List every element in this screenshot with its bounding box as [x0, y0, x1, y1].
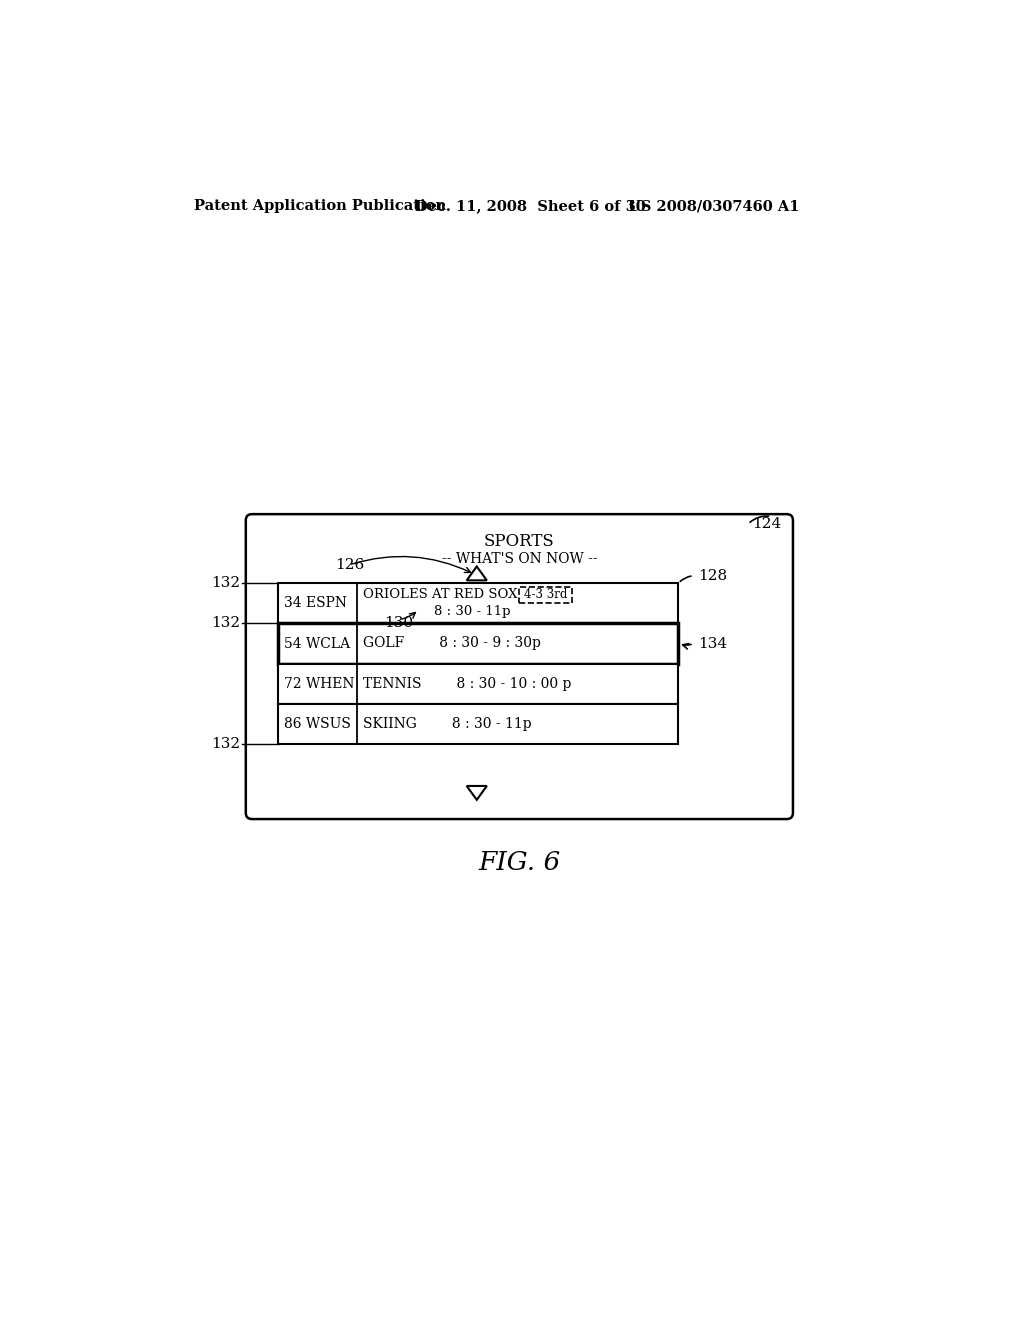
Text: FIG. 6: FIG. 6 [478, 850, 560, 875]
Bar [519, 587, 572, 603]
Text: 54 WCLA: 54 WCLA [284, 636, 350, 651]
Text: 132: 132 [211, 616, 241, 631]
Text: TENNIS        8 : 30 - 10 : 00 p: TENNIS 8 : 30 - 10 : 00 p [362, 677, 571, 690]
Text: SKIING        8 : 30 - 11p: SKIING 8 : 30 - 11p [362, 717, 531, 730]
Text: 124: 124 [752, 517, 781, 531]
FancyBboxPatch shape [246, 515, 793, 818]
Text: -- WHAT'S ON NOW --: -- WHAT'S ON NOW -- [441, 552, 597, 566]
Text: 86 WSUS: 86 WSUS [284, 717, 350, 730]
Text: 128: 128 [697, 569, 727, 582]
Bar [278, 704, 678, 743]
Text: US 2008/0307460 A1: US 2008/0307460 A1 [628, 199, 800, 213]
Text: Patent Application Publication: Patent Application Publication [194, 199, 445, 213]
Text: 72 WHEN: 72 WHEN [284, 677, 354, 690]
Text: Dec. 11, 2008  Sheet 6 of 30: Dec. 11, 2008 Sheet 6 of 30 [415, 199, 645, 213]
Text: 134: 134 [697, 636, 727, 651]
Text: 4-3 3rd: 4-3 3rd [524, 589, 567, 602]
Text: 34 ESPN: 34 ESPN [284, 597, 347, 610]
Bar [278, 583, 678, 623]
Text: ORIOLES AT RED SOX: ORIOLES AT RED SOX [362, 589, 517, 602]
Text: GOLF        8 : 30 - 9 : 30p: GOLF 8 : 30 - 9 : 30p [362, 636, 541, 651]
Text: 126: 126 [335, 558, 365, 572]
Bar [278, 623, 678, 664]
Text: 8 : 30 - 11p: 8 : 30 - 11p [434, 606, 511, 619]
Text: 130: 130 [384, 616, 413, 631]
Text: 132: 132 [211, 737, 241, 751]
Text: 132: 132 [211, 577, 241, 590]
Text: SPORTS: SPORTS [484, 533, 555, 550]
Bar [278, 664, 678, 704]
